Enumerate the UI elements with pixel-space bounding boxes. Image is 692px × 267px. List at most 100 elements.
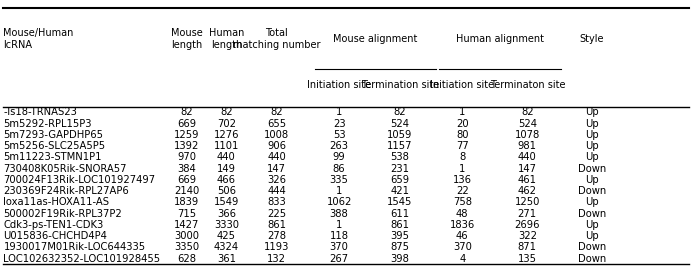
Text: 1392: 1392 [174, 141, 199, 151]
Text: 1250: 1250 [515, 197, 540, 207]
Text: 1: 1 [459, 164, 466, 174]
Text: 655: 655 [267, 119, 286, 129]
Text: 715: 715 [177, 209, 197, 219]
Text: 1: 1 [336, 186, 343, 196]
Text: Style: Style [579, 34, 604, 44]
Text: 524: 524 [518, 119, 537, 129]
Text: Up: Up [585, 107, 599, 117]
Text: 2140: 2140 [174, 186, 199, 196]
Text: 3330: 3330 [214, 220, 239, 230]
Text: 659: 659 [390, 175, 410, 185]
Text: 466: 466 [217, 175, 236, 185]
Text: 440: 440 [217, 152, 236, 162]
Text: 82: 82 [271, 107, 283, 117]
Text: 1836: 1836 [450, 220, 475, 230]
Text: 861: 861 [390, 220, 410, 230]
Text: 970: 970 [177, 152, 197, 162]
Text: 1839: 1839 [174, 197, 199, 207]
Text: 833: 833 [267, 197, 286, 207]
Text: 611: 611 [390, 209, 410, 219]
Text: Up: Up [585, 141, 599, 151]
Text: Mouse alignment: Mouse alignment [334, 34, 417, 44]
Text: 278: 278 [267, 231, 286, 241]
Text: 5m11223-STMN1P1: 5m11223-STMN1P1 [3, 152, 102, 162]
Text: 82: 82 [181, 107, 193, 117]
Text: Mouse
length: Mouse length [171, 28, 203, 49]
Text: 440: 440 [267, 152, 286, 162]
Text: 524: 524 [390, 119, 410, 129]
Text: 1930017M01Rik-LOC644335: 1930017M01Rik-LOC644335 [3, 242, 145, 253]
Text: 1062: 1062 [327, 197, 352, 207]
Text: 80: 80 [456, 130, 468, 140]
Text: 1: 1 [459, 107, 466, 117]
Text: 225: 225 [267, 209, 286, 219]
Text: 20: 20 [456, 119, 468, 129]
Text: 46: 46 [456, 231, 468, 241]
Text: Up: Up [585, 175, 599, 185]
Text: 3350: 3350 [174, 242, 199, 253]
Text: 1: 1 [336, 107, 343, 117]
Text: loxa11as-HOXA11-AS: loxa11as-HOXA11-AS [3, 197, 109, 207]
Text: 875: 875 [390, 242, 410, 253]
Text: Down: Down [578, 186, 606, 196]
Text: 5m7293-GAPDHP65: 5m7293-GAPDHP65 [3, 130, 104, 140]
Text: 981: 981 [518, 141, 537, 151]
Text: 421: 421 [390, 186, 410, 196]
Text: 702: 702 [217, 119, 236, 129]
Text: 322: 322 [518, 231, 537, 241]
Text: 395: 395 [390, 231, 410, 241]
Text: 461: 461 [518, 175, 537, 185]
Text: Human
length: Human length [208, 28, 244, 49]
Text: 335: 335 [329, 175, 349, 185]
Text: Up: Up [585, 220, 599, 230]
Text: 1008: 1008 [264, 130, 289, 140]
Text: 267: 267 [329, 254, 349, 264]
Text: 506: 506 [217, 186, 236, 196]
Text: LOC102632352-LOC101928455: LOC102632352-LOC101928455 [3, 254, 161, 264]
Text: 1259: 1259 [174, 130, 199, 140]
Text: 99: 99 [333, 152, 345, 162]
Text: Down: Down [578, 209, 606, 219]
Text: 1549: 1549 [214, 197, 239, 207]
Text: U015836-CHCHD4P4: U015836-CHCHD4P4 [3, 231, 107, 241]
Text: 861: 861 [267, 220, 286, 230]
Text: 871: 871 [518, 242, 537, 253]
Text: 82: 82 [394, 107, 406, 117]
Text: Mouse/Human
lcRNA: Mouse/Human lcRNA [3, 28, 74, 49]
Text: 700024F13Rik-LOC101927497: 700024F13Rik-LOC101927497 [3, 175, 156, 185]
Text: 758: 758 [453, 197, 472, 207]
Text: 1078: 1078 [515, 130, 540, 140]
Text: 1427: 1427 [174, 220, 199, 230]
Text: 538: 538 [390, 152, 410, 162]
Text: 77: 77 [456, 141, 468, 151]
Text: 23: 23 [333, 119, 345, 129]
Text: 1157: 1157 [388, 141, 412, 151]
Text: Down: Down [578, 164, 606, 174]
Text: 370: 370 [453, 242, 472, 253]
Text: 271: 271 [518, 209, 537, 219]
Text: 361: 361 [217, 254, 236, 264]
Text: 388: 388 [329, 209, 349, 219]
Text: 628: 628 [177, 254, 197, 264]
Text: 669: 669 [177, 119, 197, 129]
Text: 135: 135 [518, 254, 537, 264]
Text: 136: 136 [453, 175, 472, 185]
Text: 1545: 1545 [388, 197, 412, 207]
Text: 1059: 1059 [388, 130, 412, 140]
Text: 5m5256-SLC25A5P5: 5m5256-SLC25A5P5 [3, 141, 106, 151]
Text: Human alignment: Human alignment [456, 34, 544, 44]
Text: Up: Up [585, 231, 599, 241]
Text: 147: 147 [518, 164, 537, 174]
Text: 444: 444 [267, 186, 286, 196]
Text: Up: Up [585, 119, 599, 129]
Text: Terminaton site: Terminaton site [489, 80, 565, 91]
Text: 366: 366 [217, 209, 236, 219]
Text: Initiation site: Initiation site [307, 80, 371, 91]
Text: 1101: 1101 [214, 141, 239, 151]
Text: 5m5292-RPL15P3: 5m5292-RPL15P3 [3, 119, 92, 129]
Text: 149: 149 [217, 164, 236, 174]
Text: 1193: 1193 [264, 242, 289, 253]
Text: 53: 53 [333, 130, 345, 140]
Text: 231: 231 [390, 164, 410, 174]
Text: 8: 8 [459, 152, 466, 162]
